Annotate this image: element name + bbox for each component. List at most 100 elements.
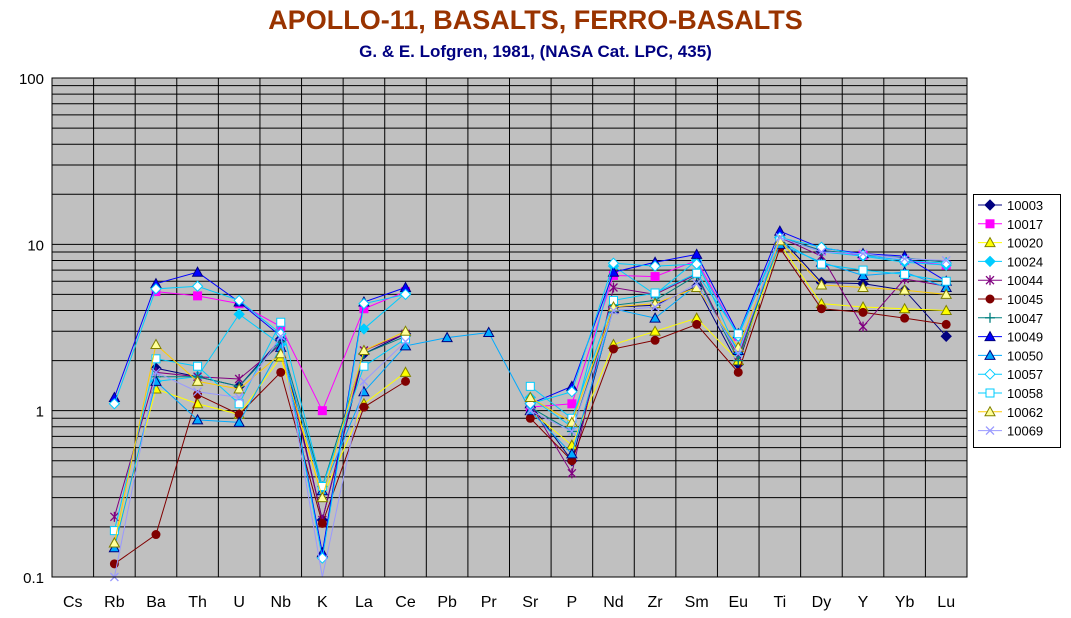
data-point-10058-th (193, 361, 203, 371)
data-point-10058-rb (109, 526, 119, 536)
x-tick-label-cs: Cs (63, 594, 83, 611)
data-point-10062-lu (940, 288, 953, 299)
data-point-10045-sr (525, 413, 535, 423)
marker-stroke (609, 306, 618, 315)
marker-stroke (650, 302, 660, 312)
series-10062 (108, 234, 953, 548)
marker-stroke (816, 247, 826, 257)
legend: 10003 10017 10020 10024 10044 10045 10047 10049… (973, 194, 1061, 448)
marker-stroke (567, 426, 577, 436)
legend-label: 10024 (1007, 254, 1043, 269)
legend-item-10024: 10024 (978, 254, 1043, 269)
data-point-10062-ba (150, 338, 162, 349)
x-tick-label-ba: Ba (146, 594, 166, 611)
data-point-10057-la (358, 297, 370, 310)
legend-item-10058: 10058 (978, 386, 1043, 401)
data-point-10045-yb (900, 313, 910, 323)
legend-marker (985, 275, 995, 286)
x-tick-label-eu: Eu (728, 594, 748, 611)
x-tick-label-zr: Zr (648, 594, 664, 611)
marker-stroke (858, 249, 868, 259)
y-tick-label: 100 (19, 71, 44, 88)
data-point-10069-nd (609, 306, 618, 315)
data-point-10069-nb (276, 331, 286, 341)
data-point-10057-rb (108, 398, 121, 410)
data-point-10062-y (857, 281, 869, 293)
marker-stroke (359, 376, 369, 386)
data-point-10057-ce (399, 288, 412, 301)
legend-label: 10020 (1007, 236, 1043, 251)
data-point-10017-p (567, 399, 577, 409)
series-line-10069 (113, 334, 406, 578)
data-point-10058-zr (650, 288, 660, 298)
data-point-10069-ce (401, 337, 410, 347)
data-point-10045-zr (650, 335, 660, 345)
data-point-10044-y (858, 321, 868, 332)
legend-item-10047: 10047 (978, 311, 1043, 326)
data-point-10045-ce (401, 376, 411, 386)
data-point-10020-lu (940, 304, 953, 316)
data-point-10069-zr (650, 302, 660, 312)
data-point-10050-u (233, 416, 246, 427)
legend-marker (984, 236, 996, 248)
series-10045 (109, 243, 951, 569)
marker-stroke (234, 393, 244, 402)
data-point-10057-p (566, 386, 578, 398)
x-tick-label-pb: Pb (437, 594, 457, 611)
data-point-10050-pb (441, 331, 453, 343)
series-layer (108, 225, 953, 582)
x-tick-label-ce: Ce (395, 594, 416, 611)
data-point-10069-sr (525, 406, 535, 416)
marker-stroke (941, 255, 951, 265)
series-line-10058 (113, 320, 406, 531)
data-point-10045-th (193, 390, 203, 400)
data-point-10050-y (857, 269, 869, 280)
data-point-10045-y (858, 307, 868, 317)
x-tick-label-th: Th (188, 594, 207, 611)
data-point-10020-zr (649, 325, 661, 336)
data-point-10057-th (191, 280, 204, 292)
legend-marker (984, 349, 996, 360)
x-tick-label-rb: Rb (104, 594, 125, 611)
data-point-10069-ti (775, 232, 785, 242)
legend-svg: 10003 10017 10020 10024 10044 10045 10047 10049… (978, 198, 1043, 439)
marker-stroke (733, 349, 743, 359)
marker-stroke (692, 279, 702, 289)
legend-item-10003: 10003 (978, 198, 1043, 213)
y-tick-label: 10 (27, 237, 44, 254)
data-point-10069-dy (816, 247, 826, 257)
legend-marker (985, 426, 995, 436)
marker-stroke (193, 387, 203, 397)
y-tick-label: 1 (36, 404, 44, 421)
legend-label: 10069 (1007, 424, 1043, 439)
x-tick-label-y: Y (858, 594, 869, 611)
legend-label: 10017 (1007, 217, 1043, 232)
data-point-10062-yb (898, 284, 911, 295)
data-point-10069-eu (733, 349, 743, 359)
marker-stroke (775, 232, 785, 242)
data-point-10058-u (234, 399, 244, 409)
data-point-10045-nb (276, 367, 286, 377)
data-point-10024-la (358, 323, 370, 335)
legend-item-10049: 10049 (978, 330, 1043, 345)
series-line-10024 (363, 292, 406, 330)
data-point-10058-yb (900, 269, 910, 279)
data-point-10069-ba (151, 367, 161, 377)
legend-item-10050: 10050 (978, 348, 1043, 363)
data-point-10069-sm (692, 279, 702, 289)
legend-item-10057: 10057 (978, 367, 1043, 382)
data-point-10069-p (567, 426, 577, 436)
x-tick-label-k: K (317, 594, 328, 611)
legend-marker (984, 330, 996, 342)
x-tick-label-yb: Yb (895, 594, 915, 611)
data-point-10045-la (359, 402, 369, 412)
data-point-10047-eu (733, 355, 744, 366)
x-tick-label-sr: Sr (522, 594, 539, 611)
data-point-10062-rb (108, 537, 121, 548)
data-point-10020-yb (898, 302, 911, 314)
legend-label: 10044 (1007, 273, 1043, 288)
x-tick-label-sm: Sm (685, 594, 709, 611)
legend-label: 10045 (1007, 292, 1043, 307)
series-10069 (109, 232, 951, 582)
